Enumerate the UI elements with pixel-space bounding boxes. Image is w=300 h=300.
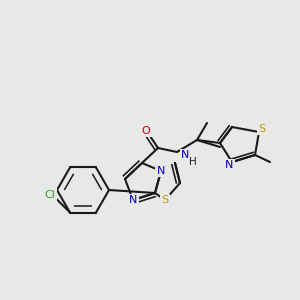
Text: Cl: Cl [45,190,56,200]
Text: N: N [181,150,189,160]
Text: H: H [189,157,197,167]
Text: N: N [157,166,165,176]
Text: N: N [225,160,233,170]
Text: O: O [142,126,150,136]
Text: S: S [258,124,266,134]
Text: S: S [161,195,169,205]
Text: N: N [129,195,137,205]
